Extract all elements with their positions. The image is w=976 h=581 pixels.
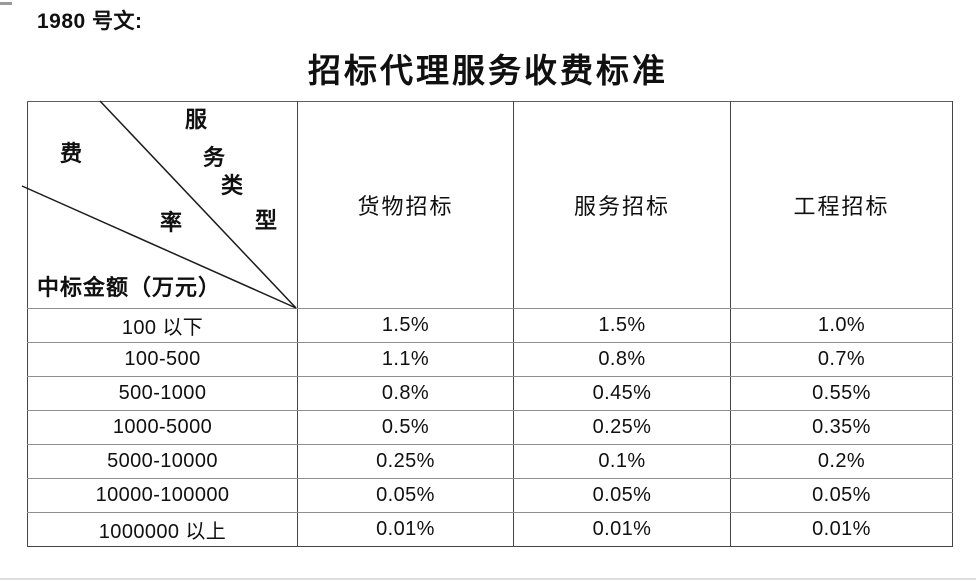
services-rate-cell: 0.05% — [513, 478, 731, 513]
corner-type-char-1: 服 — [185, 107, 208, 132]
table-row: 1000-5000 0.5% 0.25% 0.35% — [27, 410, 953, 445]
engineering-rate-cell: 0.7% — [730, 342, 953, 377]
goods-rate-cell: 0.25% — [297, 444, 514, 479]
goods-rate-cell: 0.8% — [297, 376, 514, 411]
page-edge-artifact-bottom — [0, 578, 976, 580]
corner-amount-label: 中标金额（万元） — [37, 275, 222, 300]
goods-rate-cell: 0.5% — [297, 410, 514, 445]
table-row: 1000000 以上 0.01% 0.01% 0.01% — [27, 512, 953, 547]
column-header-goods: 货物招标 — [297, 101, 514, 309]
table-row: 5000-10000 0.25% 0.1% 0.2% — [27, 444, 953, 479]
services-rate-cell: 0.8% — [513, 342, 731, 377]
diagonal-divider-lines — [21, 100, 297, 309]
amount-cell: 1000000 以上 — [27, 512, 298, 547]
table-row: 10000-100000 0.05% 0.05% 0.05% — [27, 478, 953, 513]
corner-fee-char: 费 — [60, 141, 83, 166]
services-rate-cell: 0.45% — [513, 376, 731, 411]
engineering-rate-cell: 0.2% — [730, 444, 953, 479]
services-rate-cell: 0.1% — [513, 444, 731, 479]
goods-rate-cell: 1.1% — [297, 342, 514, 377]
goods-rate-cell: 0.05% — [297, 478, 514, 513]
column-header-services: 服务招标 — [513, 101, 731, 309]
doc-number: 1980 号文: — [37, 10, 143, 33]
table-row: 100 以下 1.5% 1.5% 1.0% — [27, 308, 953, 343]
corner-rate-char: 率 — [160, 210, 183, 235]
page-edge-artifact-top — [0, 2, 12, 5]
table-corner-cell: 服 务 类 型 费 率 中标金额（万元） — [21, 100, 298, 309]
services-rate-cell: 1.5% — [513, 308, 731, 343]
table-row: 500-1000 0.8% 0.45% 0.55% — [27, 376, 953, 411]
engineering-rate-cell: 1.0% — [730, 308, 953, 343]
table-header-row: 服 务 类 型 费 率 中标金额（万元） 货物招标 服务招标 工程招标 — [21, 100, 953, 309]
corner-type-char-3: 类 — [221, 173, 244, 198]
amount-cell: 100-500 — [27, 342, 298, 377]
engineering-rate-cell: 0.55% — [730, 376, 953, 411]
corner-type-char-4: 型 — [255, 208, 278, 233]
table-row: 100-500 1.1% 0.8% 0.7% — [27, 342, 953, 377]
amount-cell: 10000-100000 — [27, 478, 298, 513]
fee-table: 服 务 类 型 费 率 中标金额（万元） 货物招标 服务招标 工程招标 100 … — [21, 100, 953, 547]
services-rate-cell: 0.25% — [513, 410, 731, 445]
amount-cell: 5000-10000 — [27, 444, 298, 479]
goods-rate-cell: 0.01% — [297, 512, 514, 547]
amount-cell: 500-1000 — [27, 376, 298, 411]
engineering-rate-cell: 0.01% — [730, 512, 953, 547]
amount-cell: 100 以下 — [27, 308, 298, 343]
services-rate-cell: 0.01% — [513, 512, 731, 547]
column-header-engineering: 工程招标 — [730, 101, 953, 309]
amount-cell: 1000-5000 — [27, 410, 298, 445]
goods-rate-cell: 1.5% — [297, 308, 514, 343]
corner-type-char-2: 务 — [203, 145, 226, 170]
engineering-rate-cell: 0.05% — [730, 478, 953, 513]
page-title: 招标代理服务收费标准 — [308, 54, 668, 90]
engineering-rate-cell: 0.35% — [730, 410, 953, 445]
